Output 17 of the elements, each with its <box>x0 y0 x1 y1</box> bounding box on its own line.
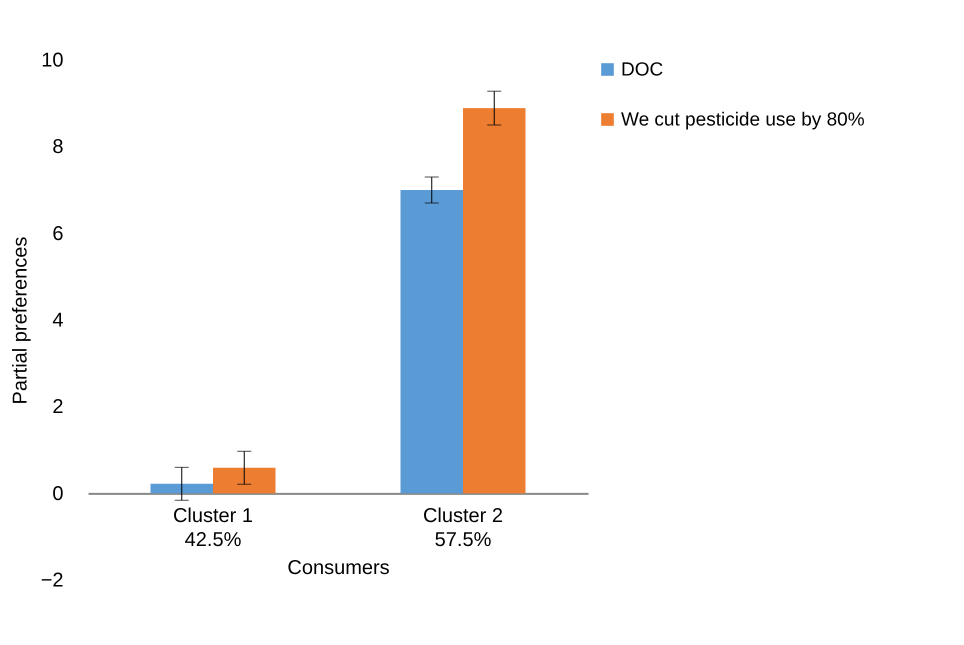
x-tick-label: Cluster 1 42.5% <box>172 504 254 551</box>
y-tick-label: 2 <box>52 396 64 418</box>
bar <box>400 190 463 494</box>
y-tick-label: −2 <box>40 570 64 592</box>
bar <box>463 108 526 494</box>
y-tick-label: 0 <box>52 482 64 505</box>
bar <box>213 468 276 494</box>
x-tick-label: Cluster 2 57.5% <box>422 504 504 551</box>
y-tick-label: 4 <box>52 310 64 332</box>
x-axis-title: Consumers <box>287 556 390 579</box>
legend-label: We cut pesticide use by 80% <box>621 110 865 130</box>
y-tick-label: 6 <box>52 222 64 245</box>
y-tick-label: 8 <box>52 136 64 158</box>
bar <box>150 484 213 494</box>
legend-label: DOC <box>621 60 664 80</box>
y-axis-title: Partial preferences <box>10 236 32 404</box>
y-tick-label: 10 <box>41 50 64 72</box>
